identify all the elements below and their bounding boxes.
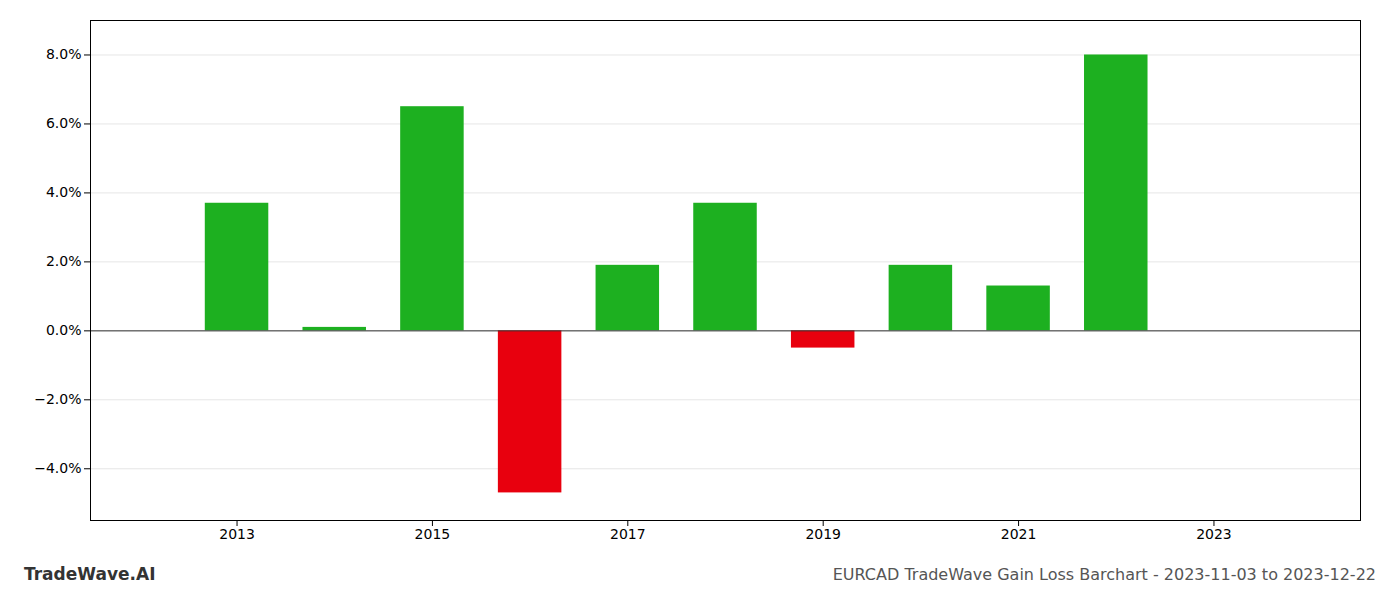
svg-text:0.0%: 0.0% (46, 322, 82, 338)
svg-text:4.0%: 4.0% (46, 184, 82, 200)
svg-text:2023: 2023 (1196, 526, 1232, 542)
svg-text:2019: 2019 (805, 526, 841, 542)
svg-text:6.0%: 6.0% (46, 115, 82, 131)
svg-text:−2.0%: −2.0% (34, 391, 81, 407)
html-text:EURCAD TradeWave Gain Loss Bar: EURCAD TradeWave Gain Loss Barchart - 20… (832, 565, 1376, 584)
svg-text:8.0%: 8.0% (46, 46, 82, 62)
svg-text:2013: 2013 (219, 526, 255, 542)
svg-text:2017: 2017 (610, 526, 646, 542)
svg-text:2015: 2015 (415, 526, 451, 542)
svg-text:2021: 2021 (1001, 526, 1037, 542)
svg-text:2.0%: 2.0% (46, 253, 82, 269)
svg-text:−4.0%: −4.0% (34, 460, 81, 476)
html-text:TradeWave.AI: TradeWave.AI (24, 564, 156, 584)
